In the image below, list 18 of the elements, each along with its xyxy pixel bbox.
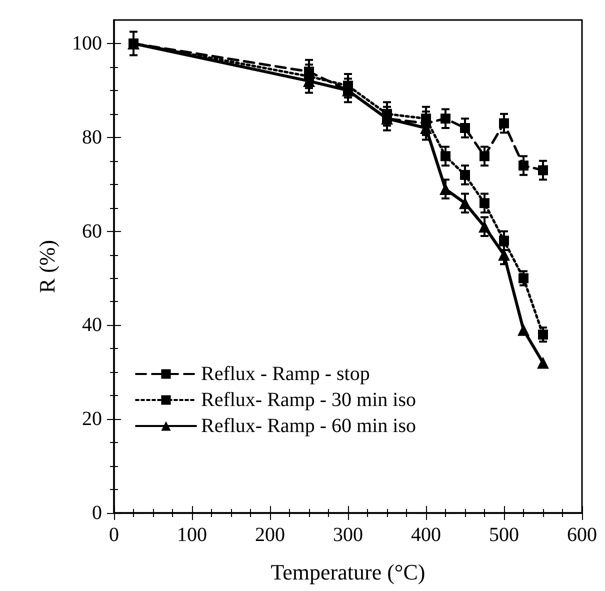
x-axis-title: Temperature (°C) bbox=[270, 560, 426, 584]
legend-label: Reflux- Ramp - 30 min iso bbox=[201, 389, 416, 411]
x-tick-label: 300 bbox=[333, 524, 363, 546]
x-tick-label: 400 bbox=[411, 524, 441, 546]
y-tick-label: 20 bbox=[82, 408, 102, 430]
x-tick-label: 200 bbox=[255, 524, 285, 546]
y-tick-label: 80 bbox=[82, 126, 102, 148]
x-tick-label: 0 bbox=[109, 524, 119, 546]
x-tick-label: 600 bbox=[567, 524, 597, 546]
y-tick-label: 100 bbox=[72, 32, 102, 54]
y-tick-label: 60 bbox=[82, 220, 102, 242]
legend-label: Reflux- Ramp - 60 min iso bbox=[201, 415, 416, 437]
y-tick-label: 40 bbox=[82, 314, 102, 336]
y-tick-label: 0 bbox=[92, 502, 102, 524]
legend-label: Reflux - Ramp - stop bbox=[201, 363, 370, 385]
x-tick-label: 100 bbox=[177, 524, 207, 546]
x-tick-label: 500 bbox=[489, 524, 519, 546]
y-axis-title: R (%) bbox=[34, 240, 60, 294]
